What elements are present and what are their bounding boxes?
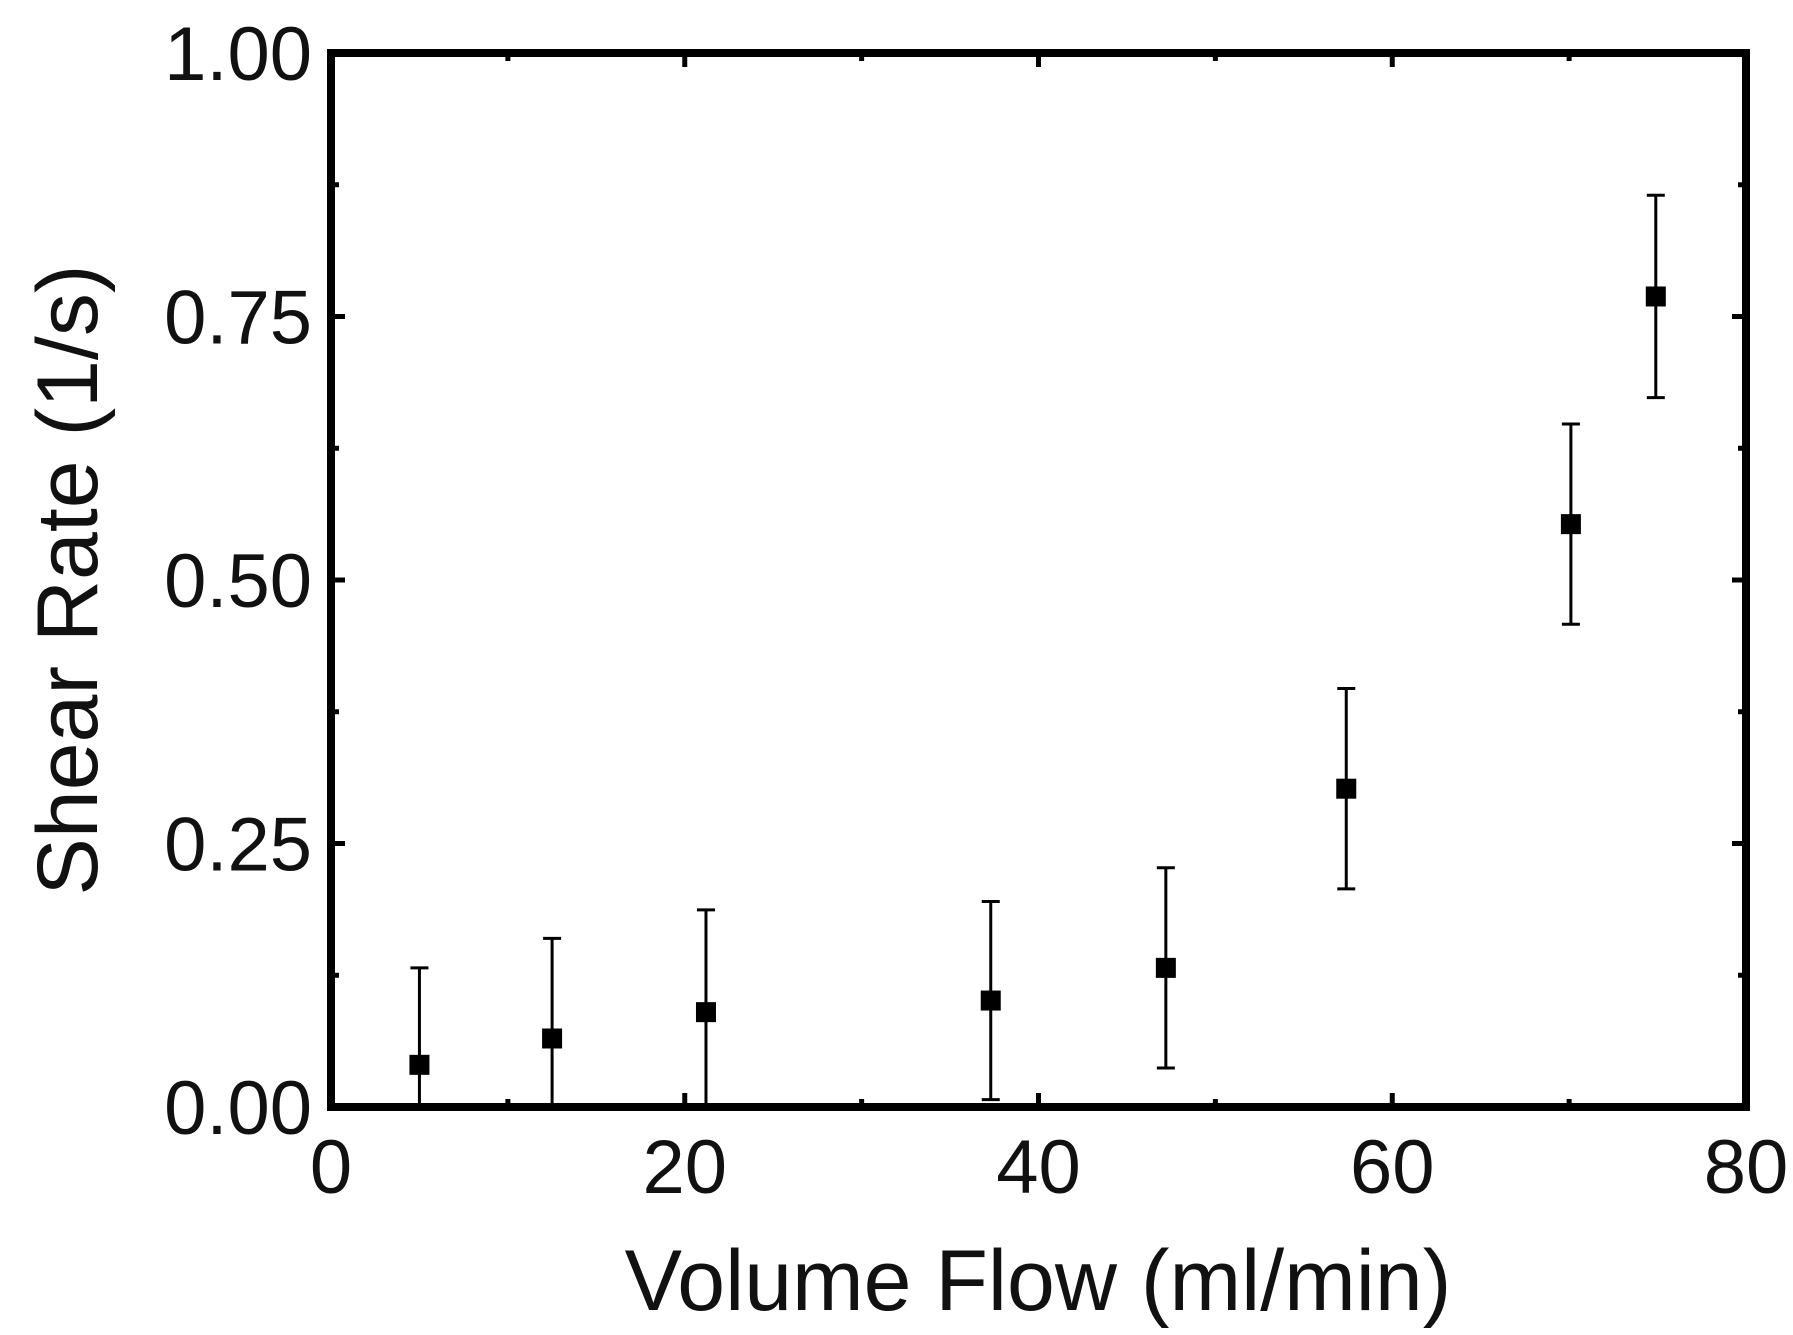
data-point — [542, 1028, 563, 1049]
x-tick-label: 60 — [1350, 1125, 1435, 1210]
data-point — [1155, 957, 1176, 978]
tick-labels: 0 20 40 60 80 0.00 0.25 0.50 0.75 1.00 — [164, 12, 1788, 1210]
x-axis-title: Volume Flow (ml/min) — [625, 1233, 1452, 1329]
x-tick-label: 40 — [996, 1125, 1081, 1210]
y-tick-label: 0.75 — [164, 276, 312, 361]
y-tick-label: 1.00 — [164, 12, 312, 97]
y-axis-title: Shear Rate (1/s) — [20, 265, 116, 896]
plot-frame — [327, 49, 1750, 1111]
y-tick-label: 0.25 — [164, 803, 312, 888]
data-point — [409, 1054, 430, 1075]
data-point — [1645, 286, 1666, 307]
error-bars — [410, 193, 1665, 1107]
data-point — [1560, 514, 1581, 535]
data-point — [1336, 778, 1357, 799]
x-tick-label: 0 — [310, 1125, 352, 1210]
axis-ticks — [328, 50, 1749, 1110]
data-point — [980, 990, 1001, 1011]
data-point — [695, 1002, 716, 1023]
x-tick-label: 80 — [1704, 1125, 1789, 1210]
x-tick-label: 20 — [642, 1125, 727, 1210]
data-points — [409, 286, 1666, 1075]
y-tick-label: 0.00 — [164, 1066, 312, 1151]
y-tick-label: 0.50 — [164, 539, 312, 624]
